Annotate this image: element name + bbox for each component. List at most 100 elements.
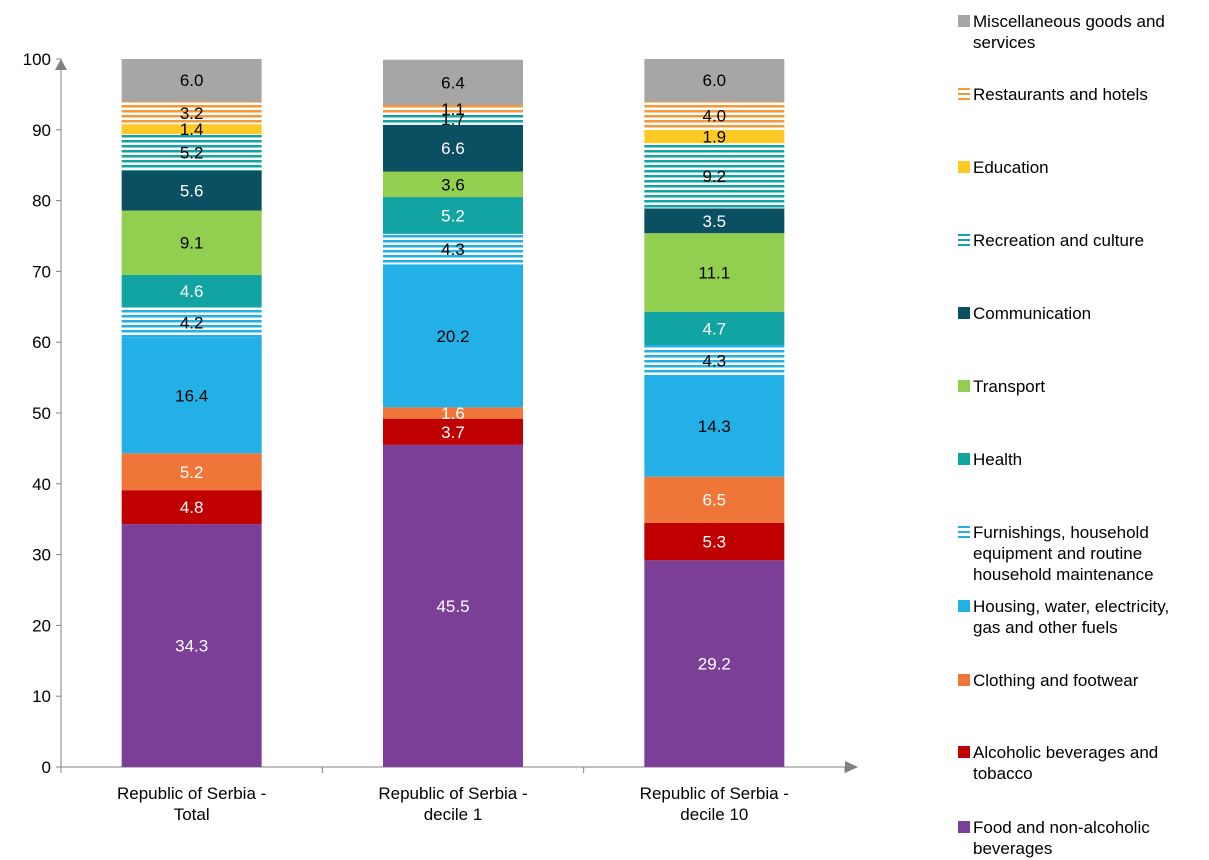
bar-segment [121,490,262,525]
legend-label: Alcoholic beverages and tobacco [973,743,1159,783]
y-tick-label: 0 [42,758,51,777]
bar-segment [383,407,523,419]
y-tick-label: 90 [32,121,51,140]
bar-segment [644,129,785,144]
data-label: 6.0 [180,71,204,90]
data-label: 1.4 [180,120,204,139]
data-label: 20.2 [436,327,469,346]
legend-label: Food and non-alcoholic beverages [973,818,1150,858]
bar-segment [121,524,262,767]
bar-segment [383,59,523,106]
data-label: 5.6 [180,182,204,201]
bar-segment [121,101,262,125]
data-label: 3.5 [703,212,727,231]
legend-swatch [958,88,970,100]
bar-segment [383,105,523,113]
legend-swatch [958,380,970,392]
legend-label: Miscellaneous goods and services [973,12,1165,52]
bar-segment [121,453,262,491]
data-label: 6.6 [441,139,465,158]
bar-segment [121,337,262,454]
y-tick-label: 70 [32,262,51,281]
data-label: 11.1 [698,263,730,282]
legend-label: Furnishings, household equipment and rout… [973,523,1154,584]
data-label: 5.3 [703,533,727,552]
legend-swatch [958,821,970,833]
legend-item: Education [958,157,1208,178]
legend-item: Communication [958,303,1208,324]
bar-segment [121,210,262,275]
bar-segment [644,59,785,102]
legend-item: Health [958,449,1208,470]
data-label: 4.7 [703,319,727,338]
bar-segment [383,264,523,408]
x-axis-arrow [845,761,858,773]
data-label: 6.5 [703,491,727,510]
data-label: 14.3 [698,417,731,436]
legend-label: Housing, water, electricity, gas and othe… [973,597,1170,637]
bars [121,59,785,767]
data-label: 45.5 [436,597,469,616]
bar-segment [383,197,523,234]
data-label: 4.3 [703,351,727,370]
data-label: 4.8 [180,498,204,517]
bar-segment [644,522,785,561]
bar-segment [644,101,785,130]
data-label: 1.9 [703,128,727,147]
data-label: 5.2 [441,206,465,225]
data-label: 1.1 [441,100,465,119]
legend-label: Communication [973,304,1092,323]
bar-segment [644,233,785,312]
legend-item: Miscellaneous goods and services [958,11,1208,53]
bar-segment [121,274,262,308]
x-axis: Republic of Serbia -Total Republic of Ser… [60,761,858,824]
data-labels: 34.3 4.8 5.2 16.4 4.2 4.6 9.1 5.6 5.2 1.43.2 6.0 45… [175,71,731,673]
data-label: 5.2 [180,143,204,162]
y-axis: 0 10 20 30 40 50 60 70 80 90 100 [23,50,67,777]
legend-label: Transport [973,377,1046,396]
legend-label: Health [973,450,1023,469]
y-tick-label: 40 [32,475,51,494]
legend-item: Clothing and footwear [958,670,1208,691]
bar-segment [121,134,262,171]
bar-segment [644,208,785,234]
legend-item: Restaurants and hotels [958,84,1208,105]
data-label: 1.6 [441,404,465,423]
data-label: 6.0 [703,71,727,90]
y-tick-label: 20 [32,616,51,635]
legend-item: Recreation and culture [958,230,1208,251]
data-label: 9.1 [180,234,204,253]
data-label: 34.3 [175,637,208,656]
y-tick-label: 100 [23,50,51,69]
data-label: 5.2 [180,463,204,482]
legend: Miscellaneous goods and services Restauran… [958,0,1208,860]
data-label: 3.7 [441,423,465,442]
legend-swatch [958,746,970,758]
y-tick-label: 10 [32,687,51,706]
y-tick-label: 30 [32,546,51,565]
legend-swatch [958,307,970,319]
bar-segment [644,476,785,523]
legend-swatch [958,453,970,465]
legend-item: Food and non-alcoholic beverages [958,817,1208,859]
bar-segment [121,124,262,135]
data-label: 6.4 [441,73,465,92]
legend-swatch [958,674,970,686]
bar-segment [121,307,262,338]
bar-segment [644,345,785,376]
y-tick-label: 60 [32,333,51,352]
bar-segment [383,112,523,125]
legend-swatch [958,526,970,538]
data-label: 29.2 [698,655,731,674]
data-label: 4.2 [180,313,204,332]
bar-segment [383,418,523,445]
bar-segment [383,171,523,198]
bar-segment [644,311,785,346]
data-label: 3.2 [180,104,204,123]
y-axis-arrow [55,59,67,70]
data-label: 4.6 [180,282,204,301]
legend-item: Furnishings, household equipment and rout… [958,522,1208,585]
bar-segment [644,560,785,767]
legend-item: Alcoholic beverages and tobacco [958,742,1208,784]
